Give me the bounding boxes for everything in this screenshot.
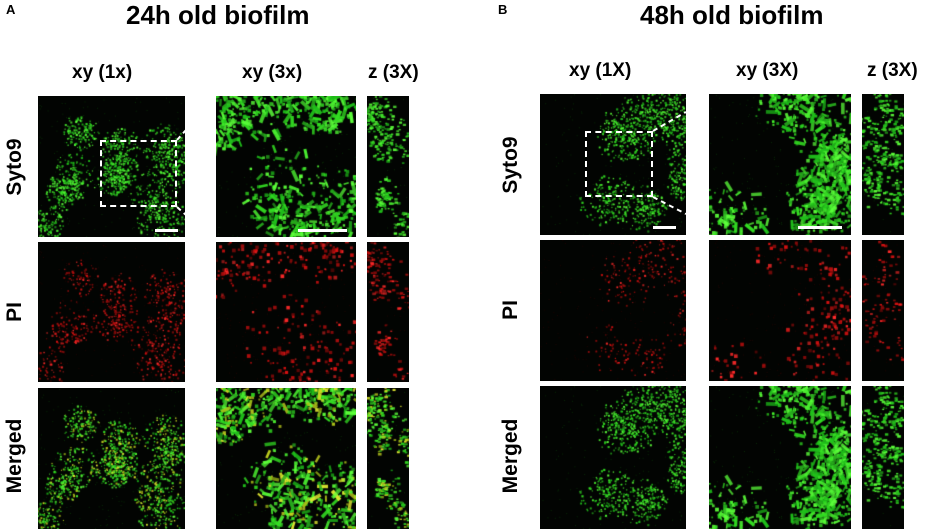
panel-a-title: 24h old biofilm	[126, 0, 310, 30]
panel-a-row-merged: Merged	[3, 418, 26, 494]
panel-b-row-syto9: Syto9	[499, 136, 522, 194]
panel-b-xy3-scale-bar	[798, 226, 842, 229]
panel-a-col-xy1: xy (1x)	[72, 62, 133, 83]
panel-a-col-xy3: xy (3x)	[242, 62, 303, 83]
panel-b-merged-xy1-image	[540, 386, 686, 529]
panel-b-syto9-z-image	[862, 94, 904, 235]
panel-b-col-xy3: xy (3X)	[736, 60, 799, 81]
panel-b-row-merged: Merged	[499, 418, 522, 494]
panel-a-merged-xy3-image	[216, 388, 356, 529]
panel-a-merged-xy1-image	[38, 388, 185, 529]
panel-a-pi-z-image	[367, 242, 409, 382]
panel-a-letter: A	[6, 2, 16, 17]
panel-b-zoom-region-box	[585, 131, 653, 197]
panel-b-merged-xy3-image	[709, 386, 851, 529]
panel-b-pi-z-image	[862, 240, 904, 381]
panel-b-xy1-scale-bar	[653, 226, 676, 229]
panel-b-pi-xy1-image	[540, 240, 686, 381]
panel-b-col-xy1: xy (1X)	[569, 60, 632, 81]
panel-b-letter: B	[498, 2, 508, 17]
panel-b-col-z3: z (3X)	[867, 60, 918, 81]
panel-b-merged-z-image	[862, 386, 904, 529]
panel-b-title: 48h old biofilm	[640, 0, 824, 30]
panel-a-col-z3: z (3X)	[368, 62, 419, 83]
panel-b-syto9-xy3-image	[709, 94, 851, 235]
panel-a-syto9-xy3-image	[216, 96, 356, 237]
panel-a-zoom-region-box	[100, 140, 177, 207]
panel-a-xy3-scale-bar	[298, 229, 347, 232]
panel-a-syto9-z-image	[367, 96, 409, 237]
panel-b-row-pi: PI	[499, 300, 522, 320]
panel-a-merged-z-image	[367, 388, 409, 529]
panel-a-pi-xy3-image	[216, 242, 356, 382]
panel-a-syto9-xy1-image	[38, 96, 185, 237]
panel-a-pi-xy1-image	[38, 242, 185, 382]
panel-a-row-syto9: Syto9	[3, 138, 26, 196]
panel-a-xy1-scale-bar	[155, 229, 178, 232]
panel-a-row-pi: PI	[3, 302, 26, 322]
panel-b-pi-xy3-image	[709, 240, 851, 381]
